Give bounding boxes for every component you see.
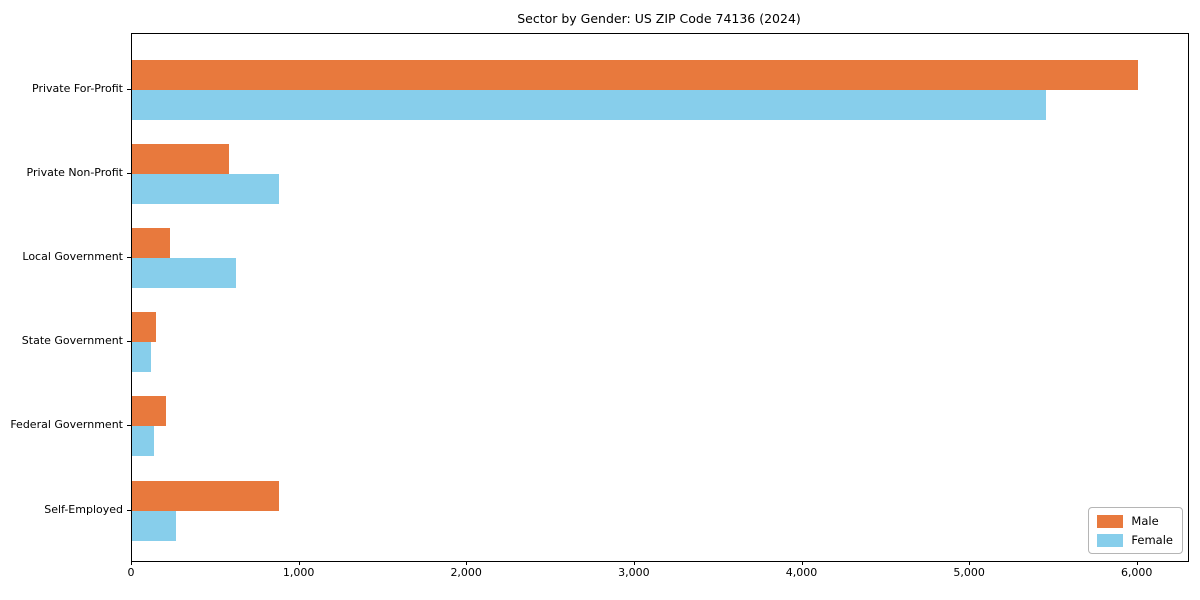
legend-swatch-male: [1097, 514, 1124, 528]
y-tick-mark: [127, 88, 131, 90]
bar-female-private-for-profit: [132, 89, 1046, 120]
x-axis-tick-label-3000: 3,000: [618, 566, 650, 579]
bar-male-state-government: [132, 312, 156, 343]
legend-label-female: Female: [1131, 533, 1173, 547]
x-axis-tick-label-6000: 6,000: [1120, 566, 1153, 579]
x-tick-mark: [298, 561, 300, 565]
y-tick-mark: [127, 256, 131, 258]
bar-female-local-government: [132, 257, 236, 288]
bar-female-self-employed: [132, 510, 176, 541]
y-tick-mark: [127, 425, 131, 427]
chart-title: Sector by Gender: US ZIP Code 74136 (202…: [517, 11, 801, 26]
y-tick-mark: [127, 172, 131, 174]
bar-male-self-employed: [132, 480, 279, 511]
x-axis-tick-label-2000: 2,000: [450, 566, 482, 579]
x-axis-tick-label-0: 0: [127, 566, 135, 579]
x-tick-mark: [1136, 561, 1138, 565]
x-tick-mark: [131, 561, 132, 565]
x-axis-tick-label-4000: 4,000: [785, 566, 818, 579]
legend-label-male: Male: [1131, 514, 1159, 528]
x-tick-mark: [801, 561, 803, 565]
x-tick-mark: [969, 561, 971, 565]
legend-item-female: Female: [1097, 533, 1173, 547]
plot-area: Male Female: [131, 33, 1189, 562]
y-axis-label-self-employed: Self-Employed: [44, 502, 123, 516]
y-axis-label-local-government: Local Government: [22, 249, 123, 263]
bar-male-local-government: [132, 227, 170, 258]
y-tick-mark: [127, 509, 131, 511]
bar-male-private-non-profit: [132, 143, 230, 174]
bar-female-state-government: [132, 342, 152, 373]
x-axis-tick-label-1000: 1,000: [282, 566, 315, 579]
x-axis-tick-label-5000: 5,000: [953, 566, 985, 579]
y-axis-label-state-government: State Government: [21, 334, 123, 348]
legend-item-male: Male: [1097, 514, 1173, 528]
legend: Male Female: [1088, 507, 1183, 554]
bar-female-federal-government: [132, 426, 154, 457]
bar-female-private-non-profit: [132, 173, 279, 204]
y-tick-mark: [127, 341, 131, 343]
bar-male-federal-government: [132, 396, 166, 427]
y-axis-label-federal-government: Federal Government: [10, 418, 123, 432]
x-tick-mark: [466, 561, 468, 565]
bar-male-private-for-profit: [132, 59, 1138, 90]
y-axis-label-private-non-profit: Private Non-Profit: [26, 165, 123, 179]
x-tick-mark: [633, 561, 635, 565]
y-axis-label-private-for-profit: Private For-Profit: [32, 81, 123, 95]
legend-swatch-female: [1097, 533, 1124, 547]
